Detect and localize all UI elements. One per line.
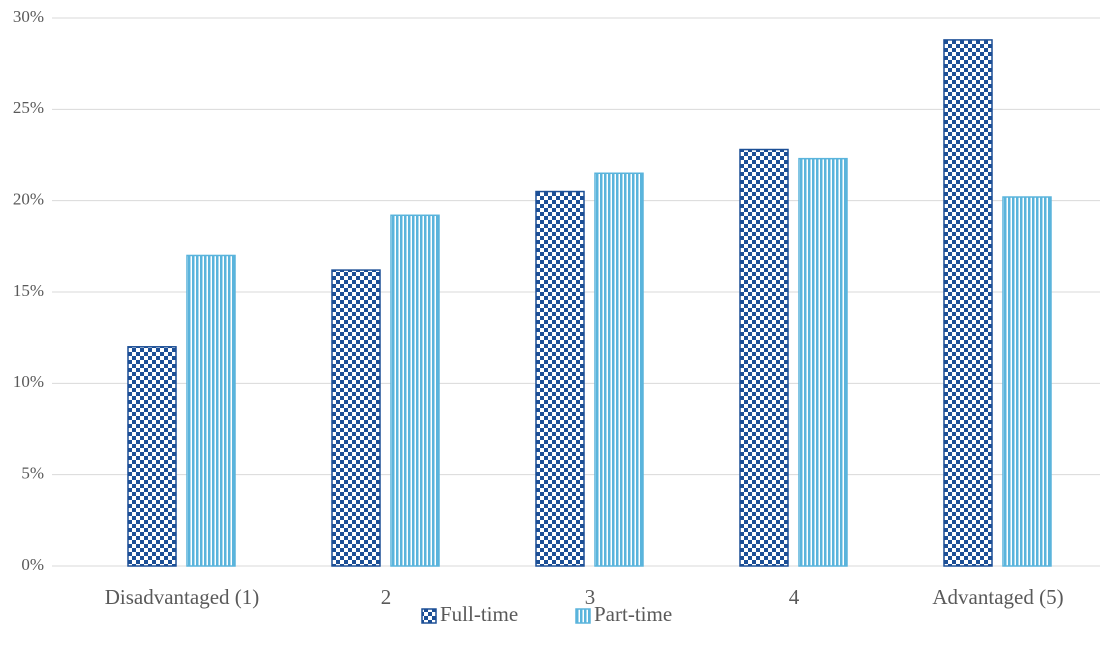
bar [127, 346, 177, 567]
y-tick-label: 15% [13, 281, 44, 300]
y-tick-label: 30% [13, 7, 44, 26]
x-tick-label-box: Disadvantaged (1) [104, 585, 260, 609]
bar [798, 157, 848, 567]
bar [535, 190, 585, 567]
legend-swatch [575, 608, 591, 624]
x-tick-label-box: Advantaged (5) [932, 585, 1064, 609]
bar [739, 148, 789, 567]
x-tick-label-box: 2 [380, 585, 392, 609]
x-tick-label: 3 [584, 585, 596, 609]
x-tick-label: 4 [788, 585, 800, 609]
bar [1002, 196, 1052, 567]
legend-label: Part-time [594, 602, 672, 626]
y-tick-label: 5% [21, 464, 44, 483]
x-tick-label: Advantaged (5) [932, 585, 1064, 609]
x-tick-label-box: 3 [584, 585, 596, 609]
x-tick-label: 2 [380, 585, 392, 609]
bar [186, 254, 236, 567]
bar [390, 214, 440, 567]
legend-swatch [421, 608, 437, 624]
y-tick-label: 0% [21, 555, 44, 574]
y-tick-label: 25% [13, 98, 44, 117]
x-tick-label-box: 4 [788, 585, 800, 609]
y-tick-label: 20% [13, 190, 44, 209]
legend-label: Full-time [440, 602, 518, 626]
y-tick-label: 10% [13, 372, 44, 391]
bar [594, 172, 644, 567]
bar [943, 39, 993, 567]
x-tick-label: Disadvantaged (1) [104, 585, 260, 609]
bar [331, 269, 381, 567]
